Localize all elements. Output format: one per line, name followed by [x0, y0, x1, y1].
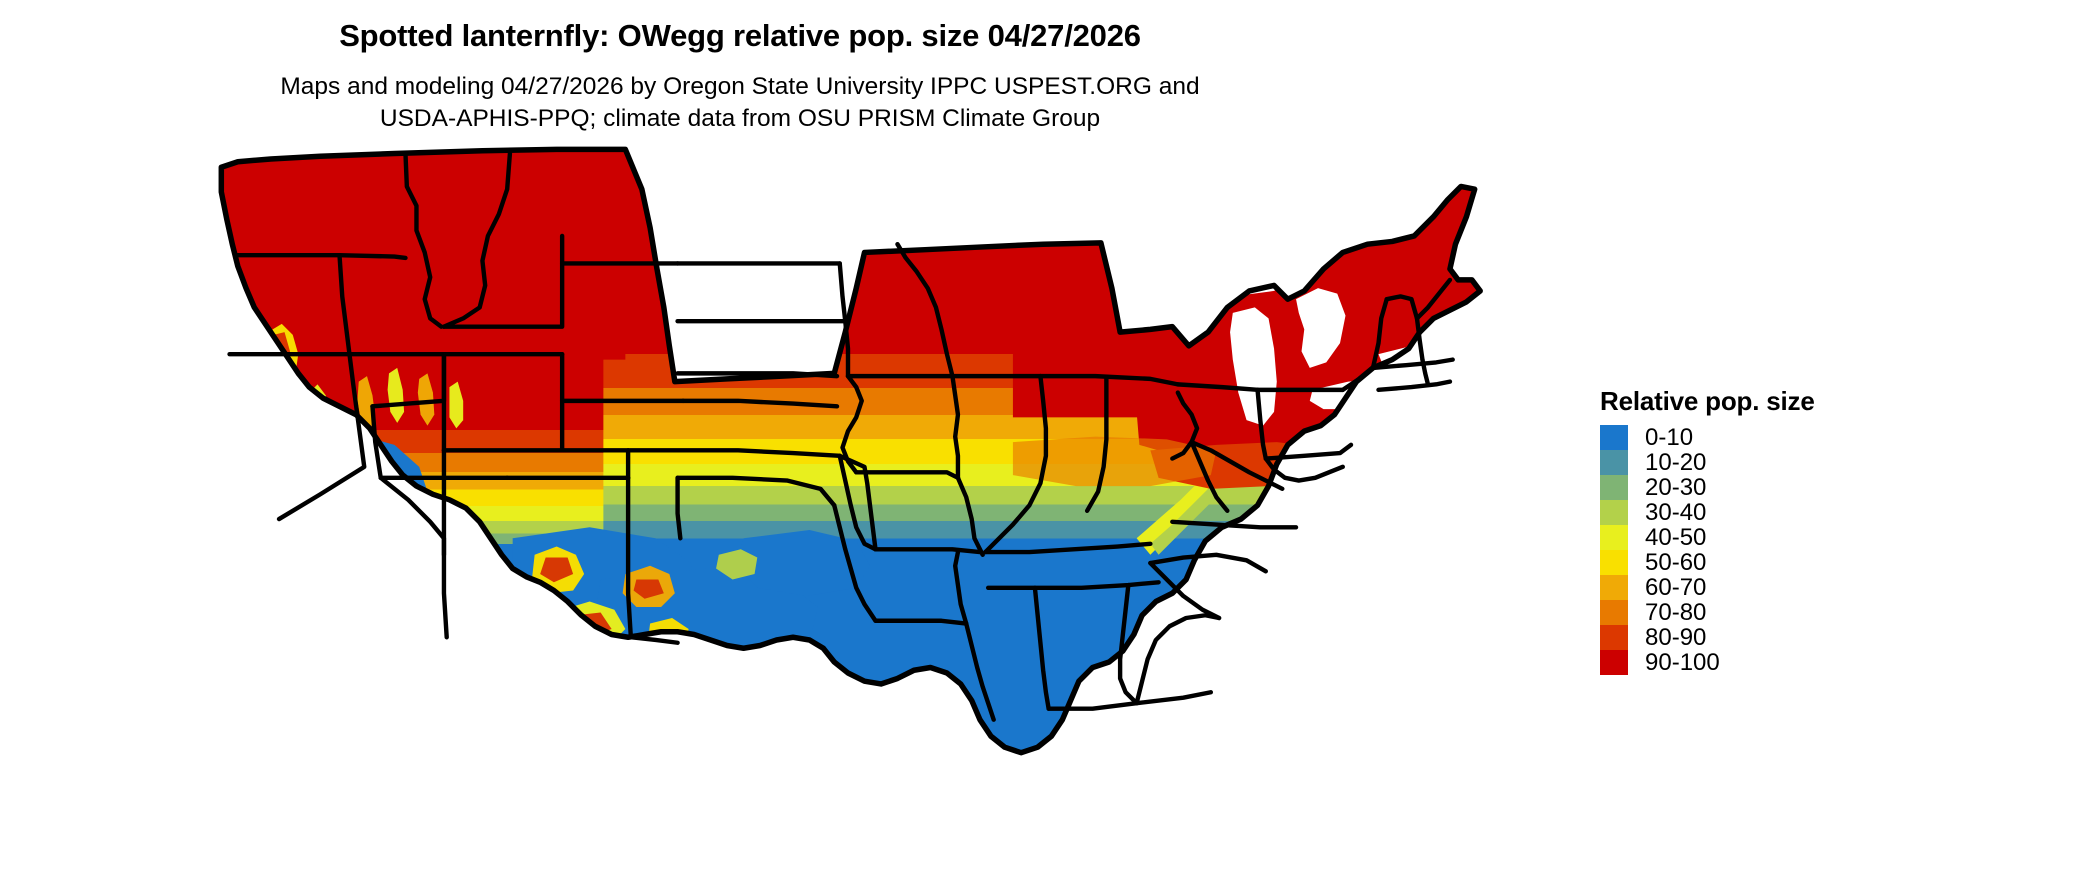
legend-row: 20-30: [1600, 475, 1900, 500]
legend-label: 50-60: [1645, 549, 1707, 576]
legend-row: 30-40: [1600, 500, 1900, 525]
legend-row: 70-80: [1600, 600, 1900, 625]
legend-swatch: [1600, 625, 1628, 650]
choropleth-map: [188, 126, 1508, 886]
legend-row: 90-100: [1600, 650, 1900, 675]
state-boundaries: [218, 146, 1483, 756]
raster-transition-band: [1012, 436, 1217, 487]
raster-surface: [221, 149, 1481, 753]
legend-label: 90-100: [1645, 649, 1720, 676]
legend-swatch: [1600, 425, 1628, 450]
legend-swatch: [1600, 500, 1628, 525]
legend-swatch: [1600, 475, 1628, 500]
legend-row: 60-70: [1600, 575, 1900, 600]
subtitle-line-1: Maps and modeling 04/27/2026 by Oregon S…: [280, 73, 1200, 101]
legend-swatch: [1600, 575, 1628, 600]
legend-label: 80-90: [1645, 624, 1707, 651]
legend-row: 0-10: [1600, 425, 1900, 450]
raster-band-east: [600, 149, 1481, 753]
legend-label: 60-70: [1645, 574, 1707, 601]
legend-swatch: [1600, 525, 1628, 550]
legend-label: 40-50: [1645, 524, 1707, 551]
raster-seam-fix: [584, 149, 626, 360]
legend-row: 80-90: [1600, 625, 1900, 650]
legend-title: Relative pop. size: [1600, 386, 1815, 416]
legend-swatch: [1600, 450, 1628, 475]
legend-swatch: [1600, 550, 1628, 575]
legend-label: 10-20: [1645, 449, 1707, 476]
subtitle-line-2: USDA-APHIS-PPQ; climate data from OSU PR…: [379, 105, 1101, 133]
legend-label: 0-10: [1645, 424, 1694, 451]
legend-row: 40-50: [1600, 525, 1900, 550]
legend-swatch: [1600, 600, 1628, 625]
legend-items: 0-10 10-20 20-30 30-40 40-50 50-60 60-70 70-80 8…: [1600, 425, 1900, 675]
legend-label: 30-40: [1645, 499, 1707, 526]
legend: Relative pop. size 0-10 10-20 20-30 30-40 40…: [1600, 386, 1900, 675]
page-subtitle: Maps and modeling 04/27/2026 by Oregon S…: [0, 71, 1480, 136]
legend-label: 20-30: [1645, 474, 1707, 501]
legend-row: 50-60: [1600, 550, 1900, 575]
raster-band-west: [221, 149, 604, 753]
title-block: Spotted lanternfly: OWegg relative pop. …: [0, 0, 1480, 136]
legend-label: 70-80: [1645, 599, 1707, 626]
us-map-svg: [218, 146, 1483, 756]
legend-row: 10-20: [1600, 450, 1900, 475]
page-title: Spotted lanternfly: OWegg relative pop. …: [339, 18, 1141, 53]
legend-swatch: [1600, 650, 1628, 675]
